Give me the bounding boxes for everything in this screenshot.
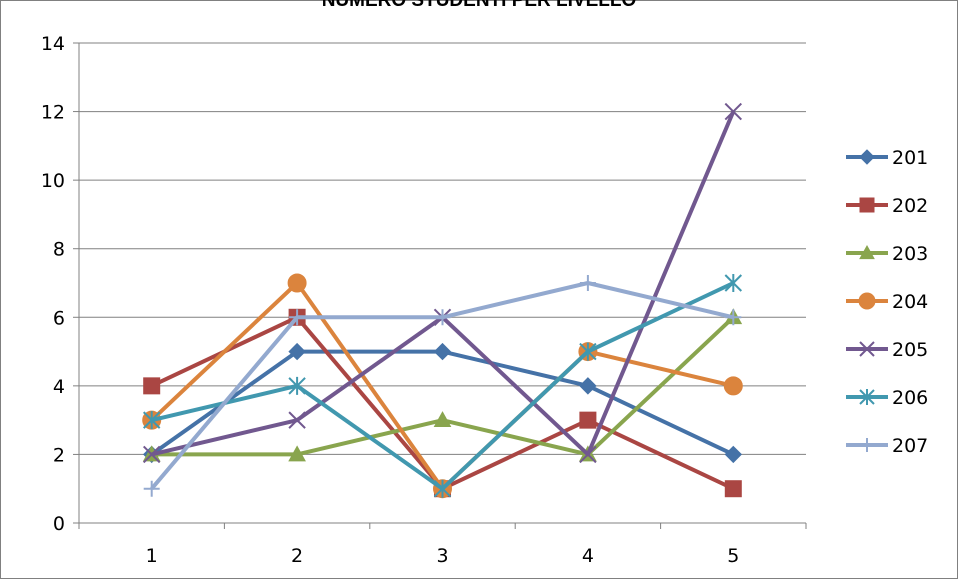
legend-label: 205 (892, 339, 928, 361)
y-tick-label: 2 (53, 444, 65, 466)
data-point (287, 273, 307, 293)
legend-entry: 201 (846, 147, 928, 169)
data-point (579, 342, 597, 361)
legend-marker (859, 244, 875, 260)
legend-entry: 203 (846, 243, 928, 265)
legend-label: 201 (892, 147, 928, 169)
data-point (434, 309, 451, 326)
legend-marker (860, 438, 874, 452)
series-206 (142, 274, 743, 498)
data-point (288, 376, 306, 395)
y-tick-label: 0 (53, 513, 65, 535)
legend-entry: 207 (846, 435, 928, 457)
series-207 (143, 275, 742, 497)
legend-marker (859, 149, 875, 165)
data-point (288, 411, 306, 429)
data-point (143, 480, 160, 497)
y-tick-label: 8 (53, 239, 65, 261)
legend-label: 204 (892, 291, 928, 313)
data-point (579, 275, 596, 291)
y-tick-label: 12 (41, 102, 65, 124)
x-tick-label: 5 (727, 545, 739, 567)
y-tick-label: 10 (41, 170, 65, 192)
x-tick-label: 2 (291, 545, 303, 567)
y-tick-label: 6 (53, 307, 65, 329)
legend-label: 203 (892, 243, 928, 265)
data-point (142, 411, 161, 430)
data-point (288, 342, 306, 361)
data-point (724, 480, 742, 498)
data-point (723, 376, 743, 396)
chart-title: NUMERO STUDENTI PER LIVELLO (322, 0, 637, 11)
y-tick-label: 14 (41, 33, 65, 55)
data-point (143, 377, 161, 395)
legend-label: 207 (892, 435, 928, 457)
series-layer (142, 102, 743, 499)
data-point (579, 411, 597, 429)
legend-marker (859, 197, 875, 213)
data-point (433, 479, 452, 498)
data-point (579, 377, 597, 395)
legend-label: 206 (892, 387, 928, 409)
data-point (724, 274, 743, 292)
x-tick-label: 1 (146, 545, 158, 567)
legend-marker (859, 389, 875, 405)
data-point (433, 411, 452, 428)
legend-entry: 202 (846, 195, 928, 217)
legend-marker (858, 292, 876, 310)
data-point (579, 445, 597, 464)
x-tick-label: 3 (436, 545, 448, 567)
legend-entry: 205 (846, 339, 928, 361)
legend-marker (859, 341, 875, 357)
x-tick-label: 4 (582, 545, 594, 567)
legend-entry: 206 (846, 387, 928, 409)
legend-entry: 204 (846, 291, 928, 313)
y-tick-label: 4 (53, 376, 65, 398)
data-point (724, 445, 743, 464)
data-point (433, 342, 452, 361)
legend: 201 202 203 204 205 206 207 (846, 147, 928, 457)
data-point (725, 309, 742, 326)
legend-label: 202 (892, 195, 928, 217)
data-point (724, 102, 743, 121)
data-point (288, 445, 306, 462)
data-point (142, 445, 161, 464)
data-point (289, 309, 306, 326)
